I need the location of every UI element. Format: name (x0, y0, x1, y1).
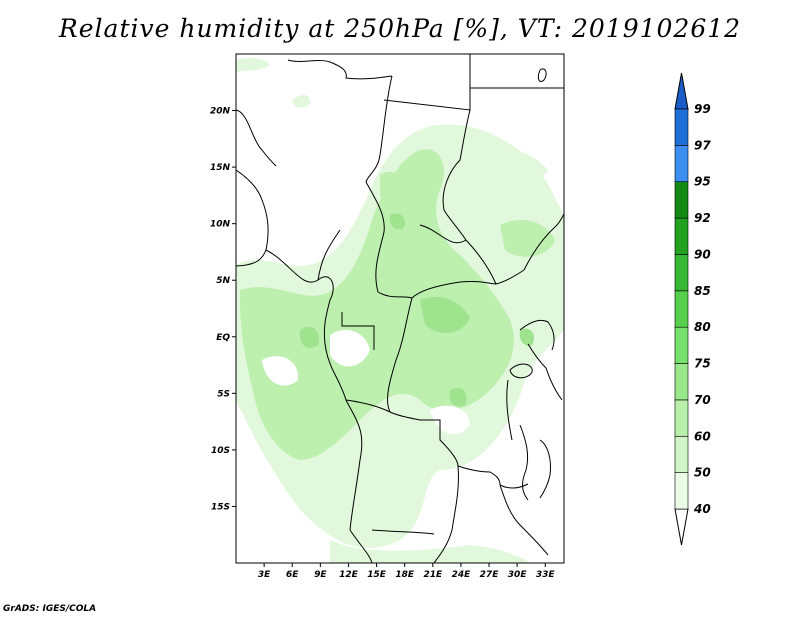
colorbar-label: 60 (694, 429, 711, 443)
colorbar-segment (674, 181, 689, 219)
colorbar-segment (674, 435, 689, 473)
lat-tick-label: 20N (210, 107, 231, 117)
lon-tick-label: 30E (508, 570, 528, 580)
colorbar-label: 40 (693, 502, 711, 516)
colorbar-segment (674, 326, 689, 364)
humidity-zone-mid (240, 149, 555, 460)
colorbar: 40 50 60 70 75 80 85 90 92 95 97 99 (674, 72, 711, 546)
lat-tick-label: 5N (216, 276, 230, 286)
lat-tick-label: 5S (217, 389, 230, 399)
lat-tick-label: 15N (210, 163, 231, 173)
colorbar-extend-low (674, 508, 689, 546)
lon-tick-label: 15E (367, 570, 387, 580)
colorbar-segment (674, 217, 689, 255)
colorbar-segment (674, 254, 689, 292)
lon-tick-label: 24E (452, 570, 472, 580)
lon-tick-label: 18E (395, 570, 415, 580)
map-frame (235, 53, 565, 564)
latitude-ticks: 20N 15N 10N 5N EQ 5S 10S 15S (210, 107, 236, 512)
lat-tick-label: 10N (210, 220, 231, 230)
lon-tick-label: 21E (423, 570, 443, 580)
lat-tick-label: 15S (211, 502, 230, 512)
humidity-field (236, 57, 564, 563)
longitude-ticks: 3E 6E 9E 12E 15E 18E 21E 24E 27E 30E 33E (258, 563, 556, 580)
colorbar-label: 80 (694, 320, 711, 334)
colorbar-label: 99 (694, 102, 711, 116)
lon-tick-label: 12E (339, 570, 359, 580)
lon-tick-label: 3E (258, 570, 271, 580)
lon-tick-label: 9E (314, 570, 327, 580)
chart-title: Relative humidity at 250hPa [%], VT: 201… (58, 14, 742, 43)
colorbar-label: 75 (694, 357, 711, 371)
country-borders (236, 54, 564, 563)
colorbar-segment (674, 145, 689, 183)
colorbar-segment (674, 290, 689, 328)
white-gaps (262, 217, 470, 435)
colorbar-segment (674, 472, 689, 510)
colorbar-label: 95 (694, 175, 711, 189)
colorbar-label: 92 (694, 211, 711, 225)
credit-text: GrADS: IGES/COLA (3, 604, 97, 614)
colorbar-extend-high (674, 72, 689, 110)
colorbar-segment (674, 363, 689, 401)
colorbar-label: 97 (694, 138, 711, 152)
colorbar-label: 50 (694, 466, 711, 480)
colorbar-segment (674, 108, 689, 146)
lat-tick-label: EQ (216, 333, 230, 343)
humidity-zone-dark (299, 213, 535, 407)
lon-tick-label: 6E (286, 570, 299, 580)
colorbar-segment (674, 399, 689, 437)
colorbar-label: 90 (694, 247, 711, 261)
lat-tick-label: 10S (211, 446, 230, 456)
colorbar-label: 70 (694, 393, 711, 407)
lon-tick-label: 27E (480, 570, 500, 580)
colorbar-label: 85 (694, 284, 711, 298)
lon-tick-label: 33E (536, 570, 556, 580)
